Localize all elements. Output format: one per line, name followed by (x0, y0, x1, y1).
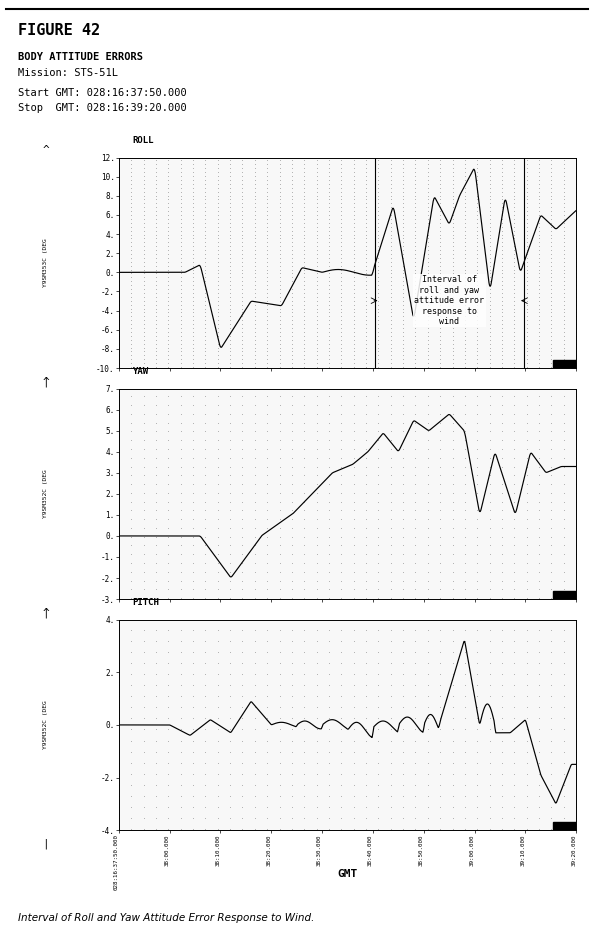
Text: GMT: GMT (337, 869, 358, 879)
Text: ^: ^ (42, 376, 49, 386)
Text: |: | (42, 608, 49, 618)
Text: YAW: YAW (132, 367, 148, 376)
Text: Mission: STS-51L: Mission: STS-51L (18, 68, 118, 78)
Text: PITCH: PITCH (132, 598, 159, 607)
Text: Y9SM353C (DEG: Y9SM353C (DEG (43, 238, 48, 287)
Text: Y9SM352C (DEG: Y9SM352C (DEG (43, 701, 48, 749)
Text: Stop  GMT: 028:16:39:20.000: Stop GMT: 028:16:39:20.000 (18, 103, 187, 113)
Text: ROLL: ROLL (132, 136, 154, 145)
Text: Y9SM352C (DEG: Y9SM352C (DEG (43, 470, 48, 518)
Text: BODY ATTITUDE ERRORS: BODY ATTITUDE ERRORS (18, 52, 143, 62)
Text: Interval of
roll and yaw
attitude error
response to
wind: Interval of roll and yaw attitude error … (414, 276, 484, 326)
Bar (553, 591, 576, 599)
Text: ^: ^ (42, 608, 49, 617)
Bar (553, 822, 576, 830)
Text: FIGURE 42: FIGURE 42 (18, 23, 100, 38)
Text: |: | (42, 839, 49, 849)
Text: Start GMT: 028:16:37:50.000: Start GMT: 028:16:37:50.000 (18, 88, 187, 98)
Text: ^: ^ (42, 145, 49, 156)
Bar (553, 359, 576, 368)
Text: |: | (42, 376, 49, 387)
Text: Interval of Roll and Yaw Attitude Error Response to Wind.: Interval of Roll and Yaw Attitude Error … (18, 913, 314, 923)
